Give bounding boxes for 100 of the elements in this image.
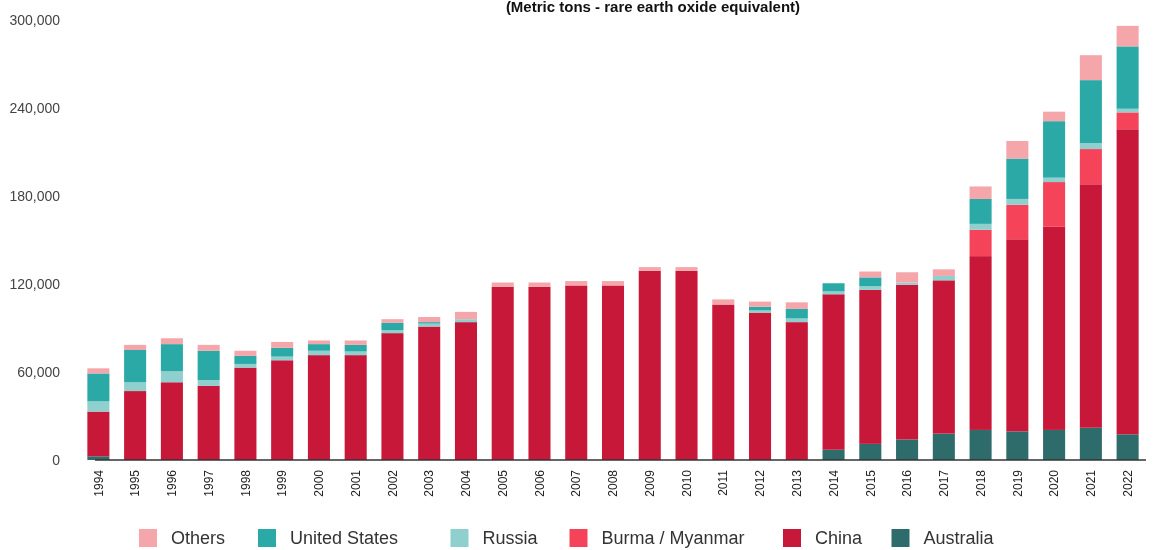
bar <box>307 350 330 356</box>
bar <box>896 282 919 285</box>
bar <box>197 350 220 381</box>
bar <box>1043 429 1066 460</box>
bar <box>1043 177 1066 183</box>
bar <box>859 289 882 444</box>
bar <box>822 283 845 292</box>
bar <box>234 355 257 364</box>
x-tick-label: 2003 <box>422 469 437 497</box>
y-tick-label: 300,000 <box>9 11 61 28</box>
x-tick-label: 1996 <box>165 469 180 497</box>
bar <box>491 286 514 460</box>
y-tick-label: 0 <box>52 451 61 468</box>
x-tick-label: 2019 <box>1010 469 1025 497</box>
bar <box>1116 46 1139 109</box>
bar <box>1006 204 1029 240</box>
x-tick-label: 2013 <box>789 469 804 497</box>
bar <box>1079 149 1102 185</box>
bar <box>381 333 404 460</box>
bar <box>344 344 367 352</box>
bar <box>160 382 183 460</box>
legend-label: China <box>815 528 864 549</box>
bar <box>675 267 698 271</box>
y-tick-label: 240,000 <box>9 99 61 116</box>
bar <box>1079 143 1102 150</box>
bar <box>528 286 551 460</box>
bar <box>491 282 514 287</box>
bar <box>1079 427 1102 460</box>
bar <box>87 456 110 460</box>
x-tick-label: 2006 <box>532 469 547 497</box>
legend-label: United States <box>290 528 399 549</box>
bar <box>785 302 808 309</box>
bar <box>1116 112 1139 130</box>
bar <box>87 373 110 402</box>
x-tick-label: 2002 <box>385 469 400 497</box>
bar <box>234 367 257 460</box>
bar <box>197 385 220 460</box>
bar <box>675 270 698 460</box>
bar <box>969 198 992 224</box>
bar <box>749 310 772 313</box>
bar <box>712 299 735 305</box>
bar <box>1006 141 1029 159</box>
bar <box>87 411 110 457</box>
chart-subtitle: (Metric tons - rare earth oxide equivalent) <box>505 0 801 15</box>
x-tick-label: 2010 <box>679 469 694 497</box>
bar <box>785 318 808 323</box>
x-tick-label: 1995 <box>128 469 143 497</box>
bar <box>932 280 955 434</box>
bar <box>969 229 992 257</box>
x-tick-label: 2016 <box>900 469 915 497</box>
bar <box>344 340 367 345</box>
bar <box>1116 434 1139 460</box>
bar <box>859 277 882 287</box>
x-tick-label: 1998 <box>238 469 253 497</box>
bar <box>749 312 772 460</box>
x-tick-label: 2007 <box>569 469 584 497</box>
bar <box>418 326 441 460</box>
bar <box>932 433 955 460</box>
y-tick-label: 120,000 <box>9 275 61 292</box>
bar <box>896 439 919 460</box>
bar <box>969 256 992 430</box>
bar <box>160 344 183 372</box>
bar <box>234 350 257 356</box>
bar <box>381 322 404 331</box>
bar <box>1006 158 1029 199</box>
bar <box>381 319 404 323</box>
x-tick-label: 1994 <box>91 469 106 497</box>
bar <box>1043 121 1066 178</box>
x-tick-label: 2001 <box>348 469 363 497</box>
x-tick-label: 1999 <box>275 469 290 497</box>
bar <box>1079 55 1102 81</box>
bar <box>454 322 477 460</box>
bar <box>124 350 147 383</box>
x-tick-label: 2021 <box>1084 469 1099 497</box>
x-tick-label: 2008 <box>606 469 621 497</box>
bar <box>197 344 220 351</box>
bar <box>454 319 477 323</box>
bar <box>932 269 955 276</box>
x-tick-label: 2014 <box>826 469 841 497</box>
bar <box>565 281 588 286</box>
bar <box>969 186 992 199</box>
bar <box>1043 226 1066 430</box>
x-tick-label: 2018 <box>973 469 988 497</box>
bar <box>712 304 735 460</box>
bar <box>454 311 477 320</box>
bar <box>785 308 808 319</box>
x-tick-label: 2000 <box>312 469 327 497</box>
bar <box>381 330 404 334</box>
bar <box>528 282 551 287</box>
bar <box>418 317 441 323</box>
bar <box>1079 80 1102 144</box>
bar <box>307 340 330 345</box>
bar <box>307 355 330 460</box>
bar <box>344 351 367 356</box>
x-tick-label: 2015 <box>863 469 878 497</box>
x-tick-label: 2005 <box>495 469 510 497</box>
bar <box>565 285 588 460</box>
bar <box>87 368 110 374</box>
bar <box>124 344 147 350</box>
bar <box>197 380 220 386</box>
